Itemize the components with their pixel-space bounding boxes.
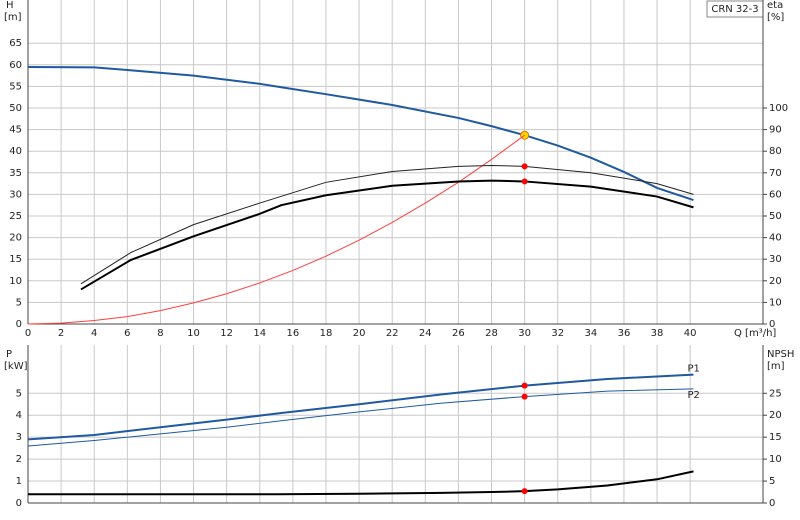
y2-tick-label: 50 (769, 211, 782, 222)
y2-tick-label: 10 (769, 297, 782, 308)
x-tick-label: 20 (353, 328, 366, 339)
y-tick-label: 10 (9, 276, 22, 287)
y-tick-label: 0 (16, 319, 22, 330)
y-tick-label: 2 (16, 454, 22, 465)
x-tick-label: 24 (419, 328, 432, 339)
curve (27, 134, 525, 325)
x-tick-label: 8 (157, 328, 163, 339)
x-axis-label: Q [m³/h] (734, 328, 776, 339)
y2-tick-label: 20 (769, 276, 782, 287)
x-tick-label: 12 (220, 328, 233, 339)
curve (80, 164, 694, 285)
x-tick-label: 22 (386, 328, 399, 339)
y2-tick-label: 80 (769, 146, 782, 157)
x-tick-label: 18 (320, 328, 333, 339)
curve (27, 373, 694, 441)
x-tick-label: 40 (684, 328, 697, 339)
duty-point (521, 382, 528, 389)
y2-tick-label: 25 (769, 388, 782, 399)
x-tick-label: 26 (452, 328, 465, 339)
y2-axis-unit: [m] (767, 361, 785, 372)
y2-tick-label: 0 (769, 498, 775, 509)
y-axis-label: P (6, 349, 12, 360)
duty-point (521, 163, 528, 170)
y2-tick-label: 70 (769, 168, 782, 179)
duty-point (521, 488, 528, 495)
y2-tick-label: 5 (769, 476, 775, 487)
legend-label: CRN 32-3 (711, 4, 758, 15)
y-tick-label: 30 (9, 189, 22, 200)
y2-tick-label: 60 (769, 189, 782, 200)
y2-tick-label: 0 (769, 319, 775, 330)
y-tick-label: 3 (16, 432, 22, 443)
y-tick-label: 15 (9, 254, 22, 265)
y-tick-label: 20 (9, 233, 22, 244)
curve (27, 65, 694, 201)
x-tick-label: 10 (187, 328, 200, 339)
y2-tick-label: 40 (769, 233, 782, 244)
duty-point (521, 178, 528, 185)
y-tick-label: 5 (16, 297, 22, 308)
y2-axis-unit: [%] (767, 12, 784, 23)
y-tick-label: 45 (9, 125, 22, 136)
y2-tick-label: 30 (769, 254, 782, 265)
y-tick-label: 55 (9, 81, 22, 92)
y-tick-label: 4 (16, 410, 22, 421)
x-tick-label: 36 (618, 328, 631, 339)
y-tick-label: 40 (9, 146, 22, 157)
y2-axis-label: NPSH (767, 349, 794, 360)
x-tick-label: 32 (551, 328, 564, 339)
x-tick-label: 2 (58, 328, 64, 339)
x-tick-label: 30 (518, 328, 531, 339)
x-tick-label: 6 (124, 328, 130, 339)
series-label: P2 (687, 390, 699, 401)
y2-tick-label: 90 (769, 125, 782, 136)
y-tick-label: 35 (9, 168, 22, 179)
curve (80, 179, 694, 291)
y2-tick-label: 100 (769, 103, 788, 114)
x-tick-label: 16 (286, 328, 299, 339)
x-tick-label: 28 (485, 328, 498, 339)
y-tick-label: 1 (16, 476, 22, 487)
y-tick-label: 5 (16, 388, 22, 399)
x-tick-label: 0 (25, 328, 31, 339)
x-tick-label: 4 (91, 328, 97, 339)
y-tick-label: 50 (9, 103, 22, 114)
x-tick-label: 34 (584, 328, 597, 339)
curve (28, 470, 694, 496)
y2-tick-label: 20 (769, 410, 782, 421)
curve (27, 388, 694, 447)
y-axis-unit: [m] (4, 12, 22, 23)
y2-tick-label: 10 (769, 454, 782, 465)
y2-axis-label: eta (767, 0, 783, 11)
y-tick-label: 60 (9, 60, 22, 71)
x-tick-label: 14 (253, 328, 266, 339)
y-tick-label: 0 (16, 498, 22, 509)
y2-tick-label: 15 (769, 432, 782, 443)
y-tick-label: 25 (9, 211, 22, 222)
duty-point (521, 393, 528, 400)
y-tick-label: 65 (9, 38, 22, 49)
y-axis-label: H (6, 0, 14, 11)
x-tick-label: 38 (651, 328, 664, 339)
series-label: P1 (687, 364, 699, 375)
y-axis-unit: [kW] (4, 361, 28, 372)
